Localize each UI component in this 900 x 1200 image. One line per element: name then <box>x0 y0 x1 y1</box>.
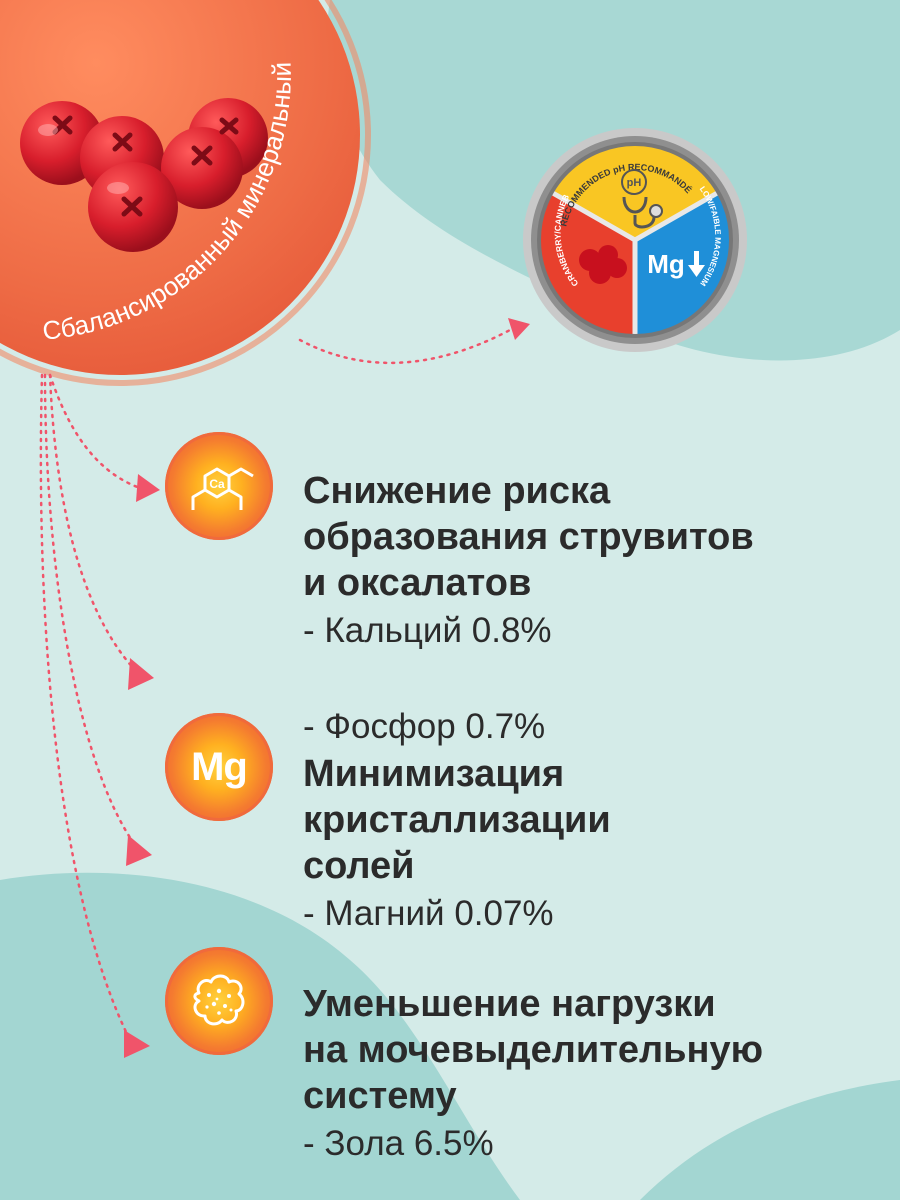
arrow-down-icon <box>688 251 705 277</box>
ph-badge: RECOMMENDED pH RECOMMANDÉ pH CRANBERRY/C… <box>517 117 750 355</box>
benefit-1-item-calcium: - Кальций 0.8% <box>303 611 552 650</box>
bottom-right-wave <box>640 1080 900 1200</box>
badge-mg-text: Mg <box>647 249 685 279</box>
stethoscope-icon: pH <box>621 169 663 229</box>
svg-text:pH: pH <box>627 177 642 189</box>
benefit-2-title: Минимизация кристаллизации солей <box>303 753 611 887</box>
svg-text:Ca: Ca <box>209 477 225 491</box>
ash-particles-icon <box>165 947 273 1055</box>
magnesium-icon-text: Mg <box>191 744 248 789</box>
benefit-1-title: Снижение риска образования струвитов и о… <box>303 470 754 604</box>
benefit-1-item-phosphorus: - Фосфор 0.7% <box>303 707 546 746</box>
badge-cranberries-icon <box>579 245 627 284</box>
calcium-molecule-icon: Ca <box>165 432 273 540</box>
benefit-3-item-ash: - Зола 6.5% <box>303 1124 494 1163</box>
benefit-2-item-magnesium: - Магний 0.07% <box>303 894 554 933</box>
benefit-3-title: Уменьшение нагрузки на мочевыделительную… <box>303 983 764 1117</box>
magnesium-icon: Mg <box>165 713 273 821</box>
